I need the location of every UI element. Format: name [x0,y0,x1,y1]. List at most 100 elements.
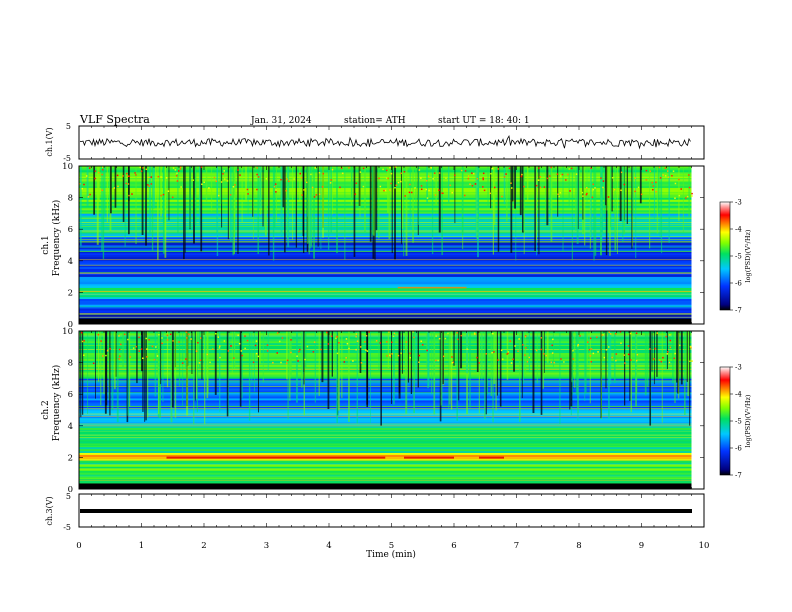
spectrogram-speckle [665,335,667,338]
spectrogram-sferic [401,331,403,374]
spectrogram-speckle [567,173,569,176]
spectrogram-speckle [327,343,330,345]
spectrogram-speckle [167,190,170,192]
spectrogram-speckle [691,195,693,197]
spectrogram-sferic [646,331,649,387]
spectrogram-line [79,314,692,316]
x-tick-label: 5 [389,541,394,551]
spectrogram-speckle [550,361,553,363]
spectrogram-sferic [321,331,324,383]
spectrogram-speckle [391,353,393,355]
spectrogram-sferic [478,166,479,219]
spectrogram-speckle [175,175,178,177]
spectrogram-sferic [248,331,251,421]
spectrogram-speckle [256,188,258,191]
spectrogram-sferic [475,166,478,238]
spectrogram-sferic [485,331,487,415]
spectrogram-sferic [154,166,157,200]
spectrogram-sferic [229,166,230,239]
spectrogram-speckle [658,166,661,169]
spectrogram-band [79,360,692,363]
spectrogram-sferic [115,331,117,377]
spectrogram-speckle [435,335,437,337]
spectrogram-speckle [664,167,667,169]
spectrogram-band [79,437,692,440]
spectrogram-speckle [602,186,604,189]
spectrogram-sferic [506,166,508,222]
spectrogram-band [79,366,692,369]
spectrogram-sferic [211,166,213,212]
spectrogram-sferic [157,331,160,366]
spectrogram-line [79,193,692,195]
spectrogram-speckle [540,337,543,339]
spectrogram-speckle [615,353,618,355]
spectrogram-band [79,250,692,254]
spectrogram-band [79,402,692,405]
spectrogram-line [79,464,692,466]
spectrogram-band [79,478,692,481]
spectrogram-speckle [118,335,120,337]
spectrogram-speckle [92,362,95,365]
y-tick-label: 6 [68,390,73,400]
spectrogram-speckle [689,360,691,363]
spectrogram-line [79,199,692,201]
spectrogram-sferic [674,331,676,404]
spectrogram-speckle [420,188,423,191]
spectrogram-sferic [82,331,84,415]
spectrogram-speckle [640,193,643,196]
ch1-colorbar: -3 -4 -5 -6 -7 log(PSD)(V²/Hz) [719,199,752,315]
spectrogram-line [79,241,692,243]
spectrogram-speckle [120,343,122,346]
spectrogram-speckle [471,185,474,187]
spectrogram-line [79,413,692,415]
spectrogram-speckle [305,181,308,184]
spectrogram-speckle [397,181,400,184]
spectrogram-speckle [668,361,671,364]
spectrogram-band [79,166,692,169]
spectrogram-speckle [466,348,468,350]
spectrogram-sferic [433,331,436,415]
spectrogram-sferic [157,166,159,260]
spectrogram-sferic [538,166,540,255]
y-tick-label: 4 [68,257,73,267]
ch2-spectrogram-panel: 0 2 4 6 8 10 ch.2 Frequency (kHz) [41,327,705,495]
spectrogram-band [79,270,692,273]
spectrogram-line [79,230,692,232]
spectrogram-speckle [252,361,255,364]
spectrogram-line [79,425,692,427]
spectrogram-line [79,430,692,431]
spectrogram-band [79,344,692,348]
ch2-spectrogram-ticks [78,331,705,489]
spectrogram-sferic [490,331,493,396]
spectrogram-speckle [432,178,434,180]
spectrogram-speckle [602,333,604,336]
spectrogram-speckle [592,188,595,191]
spectrogram-sferic [191,331,193,375]
spectrogram-sferic [408,331,411,379]
spectrogram-speckle [256,173,258,176]
spectrogram-sferic [299,166,301,202]
spectrogram-speckle [577,343,579,346]
spectrogram-band [79,348,692,352]
spectrogram-ridge [166,456,386,459]
spectrogram-sferic [302,331,304,375]
spectrogram-sferic [600,166,603,242]
spectrogram-speckle [412,331,414,333]
spectrogram-speckle [403,170,406,173]
spectrogram-sferic [400,166,402,245]
spectrogram-speckle [355,182,358,184]
spectrogram-sferic [417,166,420,225]
spectrogram-speckle [217,336,220,338]
spectrogram-speckle [105,354,107,357]
spectrogram-band [79,336,692,340]
spectrogram-band [79,331,692,334]
spectrogram-speckle [497,168,499,170]
spectrogram-speckle [172,340,174,342]
spectrogram-speckle [389,353,391,355]
spectrogram-speckle [364,341,366,343]
spectrogram-line [79,430,692,432]
spectrogram-line [79,477,692,478]
ch1-spectrogram-image [79,166,693,325]
spectrogram-sferic [386,166,389,213]
